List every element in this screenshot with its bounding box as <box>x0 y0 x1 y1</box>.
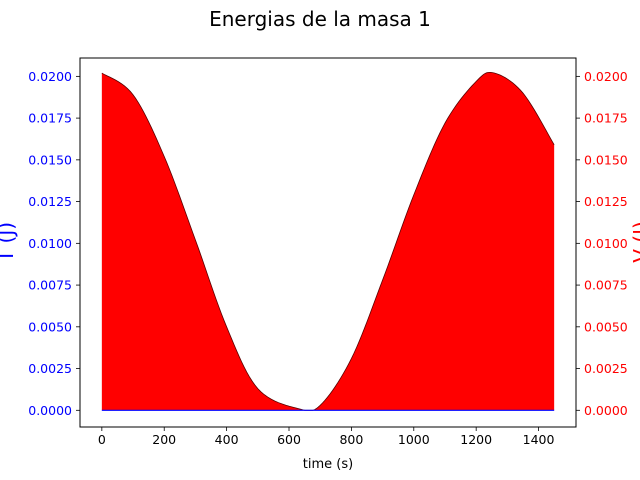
x-tick-label: 1400 <box>523 432 555 447</box>
right-y-tick-label: 0.0175 <box>584 111 628 126</box>
right-y-tick-label: 0.0050 <box>584 319 628 334</box>
left-y-tick-label: 0.0150 <box>28 152 72 167</box>
x-tick-label: 1000 <box>398 432 430 447</box>
x-tick-label: 200 <box>152 432 176 447</box>
right-y-tick-label: 0.0150 <box>584 152 628 167</box>
axes-frame <box>79 57 577 428</box>
left-y-tick-label: 0.0050 <box>28 319 72 334</box>
right-y-tick-label: 0.0025 <box>584 361 628 376</box>
left-y-tick-label: 0.0125 <box>28 194 72 209</box>
left-y-tick-label: 0.0025 <box>28 361 72 376</box>
left-y-tick-label: 0.0200 <box>28 69 72 84</box>
left-y-tick-label: 0.0075 <box>28 278 72 293</box>
left-y-tick-label: 0.0175 <box>28 111 72 126</box>
x-tick-label: 800 <box>339 432 363 447</box>
x-tick-label: 400 <box>215 432 239 447</box>
x-axis-label: time (s) <box>303 457 353 472</box>
left-y-tick-label: 0.0000 <box>28 403 72 418</box>
series-v-area <box>101 72 555 411</box>
plot-area <box>101 71 555 411</box>
right-y-tick-label: 0.0125 <box>584 194 628 209</box>
x-tick-label: 1200 <box>460 432 492 447</box>
left-y-axis-label: T (J) <box>0 222 18 263</box>
right-y-tick-label: 0.0075 <box>584 278 628 293</box>
right-y-tick-label: 0.0000 <box>584 403 628 418</box>
series-v-envelope <box>101 71 555 411</box>
x-tick-label: 0 <box>98 432 106 447</box>
right-y-axis-label: V (J) <box>629 221 640 263</box>
right-y-tick-label: 0.0100 <box>584 236 628 251</box>
axes-ticks: 0 200 400 600 800 1000 1200 1400 0.0000 0.0025 0.0… <box>28 69 628 447</box>
chart-title: Energias de la masa 1 <box>209 7 431 31</box>
right-y-tick-label: 0.0200 <box>584 69 628 84</box>
left-y-tick-label: 0.0100 <box>28 236 72 251</box>
x-tick-label: 600 <box>277 432 301 447</box>
